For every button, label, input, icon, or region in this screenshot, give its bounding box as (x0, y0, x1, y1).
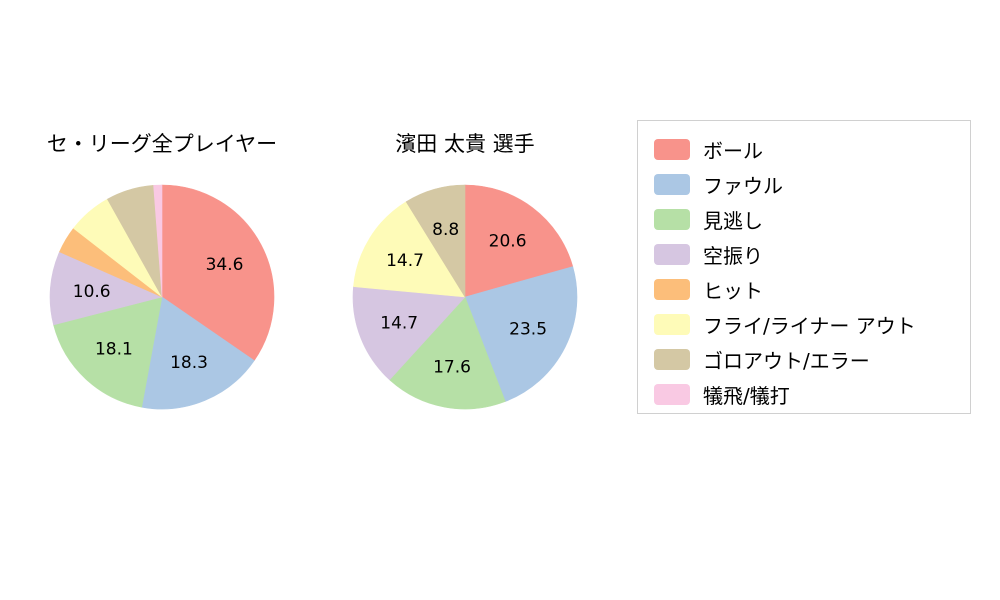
slice-label: 17.6 (433, 357, 471, 377)
pie-slice (153, 184, 163, 298)
legend-item: ゴロアウト/エラー (654, 342, 970, 377)
legend-label: 犠飛/犠打 (703, 384, 790, 408)
legend: ボールファウル見逃し空振りヒットフライ/ライナー アウト ゴロアウト/エラー 犠飛/… (637, 120, 971, 414)
legend-swatch (654, 279, 690, 300)
legend-item: 見逃し (654, 202, 970, 237)
legend-item: 空振り (654, 237, 970, 272)
pie-slice (53, 296, 163, 408)
pie-slice (353, 201, 466, 298)
legend-swatch (654, 174, 690, 195)
legend-swatch (654, 384, 690, 405)
pie-slice (141, 296, 255, 410)
legend-swatch (654, 349, 690, 370)
legend-label: ヒット (703, 279, 763, 303)
legend-swatch (654, 209, 690, 230)
legend-label: ボール (703, 139, 763, 163)
legend-item: ヒット (654, 272, 970, 307)
legend-item: ボール (654, 132, 970, 167)
legend-swatch (654, 244, 690, 265)
right-pie-chart: 20.6 23.5 17.6 14.7 14.7 8.8 (352, 184, 578, 410)
pie-slice (161, 184, 275, 361)
pie-slice (49, 251, 163, 326)
slice-label: 34.6 (206, 255, 244, 275)
slice-label: 14.7 (386, 251, 424, 271)
slice-label: 8.8 (432, 220, 459, 240)
pie-slice (464, 266, 578, 402)
legend-label: ファウル (703, 174, 783, 198)
right-pie-title: 濱田 太貴 選手 (395, 132, 535, 156)
legend-swatch (654, 314, 690, 335)
slice-label: 18.3 (170, 353, 208, 373)
slice-label: 23.5 (509, 320, 547, 340)
slice-label: 14.7 (380, 314, 418, 334)
legend-label: 空振り (703, 244, 763, 268)
pie-slice (405, 184, 466, 299)
legend-item: フライ/ライナー アウト (654, 307, 970, 342)
legend-item: ファウル (654, 167, 970, 202)
pie-slice (389, 296, 506, 410)
pie-slice (464, 184, 574, 298)
slice-label: 18.1 (95, 340, 133, 360)
legend-label: 見逃し (703, 209, 763, 233)
legend-label: ゴロアウト/エラー (703, 349, 870, 373)
legend-label: フライ/ライナー アウト (703, 314, 916, 338)
slice-label: 10.6 (73, 282, 111, 302)
legend-swatch (654, 139, 690, 160)
left-pie-title: セ・リーグ全プレイヤー (46, 132, 278, 156)
left-pie-chart: 34.6 18.3 18.1 10.6 (49, 184, 275, 410)
slice-label: 20.6 (489, 232, 527, 252)
legend-item: 犠飛/犠打 (654, 377, 970, 412)
pie-slice (352, 286, 466, 381)
